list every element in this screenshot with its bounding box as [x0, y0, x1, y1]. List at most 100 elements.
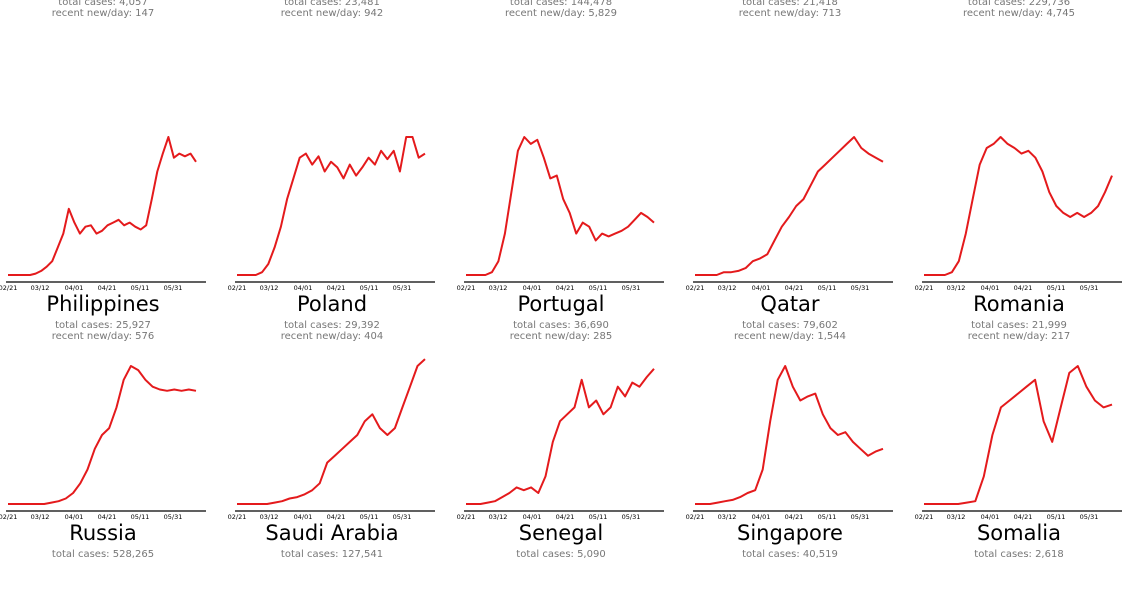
country-title: Philippines	[46, 292, 160, 316]
x-tick-label: 04/21	[785, 513, 804, 521]
x-tick-label: 04/01	[65, 513, 84, 521]
x-tick-label: 05/31	[393, 284, 412, 292]
x-tick-label: 02/21	[457, 284, 476, 292]
country-title: Portugal	[517, 292, 605, 316]
x-tick-label: 04/21	[327, 284, 346, 292]
x-tick-label: 04/21	[98, 513, 117, 521]
x-tick-label: 03/12	[31, 513, 50, 521]
x-tick-label: 05/31	[1080, 513, 1099, 521]
line-chart: 02/21 03/12 04/01 04/21 05/11 05/31	[0, 136, 206, 292]
x-tick-label: 04/01	[294, 284, 313, 292]
x-tick-label: 04/21	[1014, 284, 1033, 292]
country-title: Russia	[69, 521, 137, 545]
total-cases-label: total cases: 144,478	[509, 0, 613, 8]
x-tick-label: 05/11	[818, 284, 837, 292]
series-line	[695, 365, 884, 505]
x-tick-label: 05/31	[622, 513, 641, 521]
x-tick-label: 04/21	[98, 284, 117, 292]
x-tick-label: 05/11	[589, 284, 608, 292]
country-panel: 02/2103/1204/0104/2105/1105/31Pakistanto…	[458, 0, 687, 135]
x-tick-label: 03/12	[489, 513, 508, 521]
x-tick-label: 04/21	[327, 513, 346, 521]
country-title: Senegal	[518, 521, 604, 545]
total-cases-label: total cases: 36,690	[513, 320, 609, 331]
x-tick-label: 04/21	[785, 284, 804, 292]
line-chart: 02/21 03/12 04/01 04/21 05/11 05/31	[228, 358, 435, 521]
x-tick-label: 04/21	[556, 513, 575, 521]
recent-new-per-day-label: recent new/day: 576	[51, 331, 155, 342]
country-panel: 02/21 03/12 04/01 04/21 05/11 05/31 Portugal to…	[457, 136, 687, 367]
x-tick-label: 05/11	[360, 284, 379, 292]
x-tick-label: 02/21	[686, 284, 705, 292]
line-chart: 02/21 03/12 04/01 04/21 05/11 05/31	[228, 136, 435, 292]
x-tick-label: 05/31	[164, 513, 183, 521]
x-tick-label: 05/11	[1047, 513, 1066, 521]
total-cases-label: total cases: 79,602	[742, 320, 838, 331]
x-tick-label: 05/31	[1080, 284, 1099, 292]
country-title: Somalia	[976, 521, 1062, 545]
recent-new-per-day-label: recent new/day: 713	[738, 8, 842, 19]
x-tick-label: 03/12	[718, 513, 737, 521]
series-line	[8, 136, 197, 276]
total-cases-label: total cases: 4,057	[58, 0, 148, 8]
line-chart: 02/21 03/12 04/01 04/21 05/11 05/31	[915, 136, 1122, 292]
total-cases-label: total cases: 21,418	[742, 0, 838, 8]
x-tick-label: 05/11	[131, 513, 150, 521]
x-tick-label: 05/31	[393, 513, 412, 521]
recent-new-per-day-label: recent new/day: 942	[280, 8, 384, 19]
x-tick-label: 02/21	[686, 513, 705, 521]
country-title: Romania	[973, 292, 1065, 316]
x-tick-label: 03/12	[947, 284, 966, 292]
x-tick-label: 04/21	[556, 284, 575, 292]
total-cases-label: total cases: 21,999	[971, 320, 1067, 331]
x-tick-label: 05/11	[360, 513, 379, 521]
line-chart: 02/21 03/12 04/01 04/21 05/11 05/31	[0, 365, 206, 521]
x-tick-label: 04/01	[752, 513, 771, 521]
country-panel: 02/2103/1204/0104/2105/1105/31Panamatota…	[687, 0, 916, 135]
x-tick-label: 05/31	[164, 284, 183, 292]
line-chart: 02/21 03/12 04/01 04/21 05/11 05/31	[686, 136, 893, 292]
x-tick-label: 03/12	[260, 513, 279, 521]
total-cases-label: total cases: 25,927	[55, 320, 151, 331]
x-tick-label: 02/21	[228, 284, 247, 292]
x-tick-label: 04/21	[1014, 513, 1033, 521]
x-tick-label: 05/11	[818, 513, 837, 521]
x-tick-label: 04/01	[752, 284, 771, 292]
country-panel: 02/21 03/12 04/01 04/21 05/11 05/31 Poland tota…	[228, 136, 458, 367]
series-line	[237, 358, 426, 505]
series-line	[924, 365, 1113, 505]
country-panel: 02/21 03/12 04/01 04/21 05/11 05/31 Singapore t…	[686, 365, 916, 596]
recent-new-per-day-label: recent new/day: 1,544	[733, 331, 846, 342]
x-tick-label: 02/21	[228, 513, 247, 521]
country-title: Saudi Arabia	[265, 521, 399, 545]
total-cases-label: total cases: 29,392	[284, 320, 380, 331]
line-chart: 02/21 03/12 04/01 04/21 05/11 05/31	[457, 136, 664, 292]
line-chart: 02/21 03/12 04/01 04/21 05/11 05/31	[686, 365, 893, 521]
x-tick-label: 03/12	[718, 284, 737, 292]
line-chart: 02/21 03/12 04/01 04/21 05/11 05/31	[915, 365, 1122, 521]
recent-new-per-day-label: recent new/day: 217	[967, 331, 1071, 342]
country-panel: 02/21 03/12 04/01 04/21 05/11 05/31 Qatar total…	[686, 136, 916, 367]
x-tick-label: 03/12	[489, 284, 508, 292]
series-line	[924, 136, 1113, 276]
series-line	[466, 368, 655, 505]
x-tick-label: 05/31	[851, 513, 870, 521]
line-chart: 02/21 03/12 04/01 04/21 05/11 05/31	[457, 368, 664, 521]
recent-new-per-day-label: recent new/day: 285	[509, 331, 613, 342]
recent-new-per-day-label: recent new/day: 5,829	[504, 8, 617, 19]
x-tick-label: 02/21	[915, 513, 934, 521]
country-panel: 02/21 03/12 04/01 04/21 05/11 05/31 Russia tota…	[0, 365, 229, 596]
recent-new-per-day-label: recent new/day: 4,745	[962, 8, 1075, 19]
series-line	[237, 136, 426, 276]
x-tick-label: 03/12	[260, 284, 279, 292]
x-tick-label: 04/01	[523, 284, 542, 292]
country-panel: 02/21 03/12 04/01 04/21 05/11 05/31 Philippine…	[0, 136, 229, 367]
total-cases-label: total cases: 23,481	[284, 0, 380, 8]
recent-new-per-day-label: recent new/day: 147	[51, 8, 155, 19]
total-cases-label: total cases: 528,265	[51, 549, 155, 560]
x-tick-label: 04/01	[65, 284, 84, 292]
country-panel: 02/21 03/12 04/01 04/21 05/11 05/31 Saudi Arab…	[228, 358, 458, 596]
country-title: Singapore	[737, 521, 843, 545]
